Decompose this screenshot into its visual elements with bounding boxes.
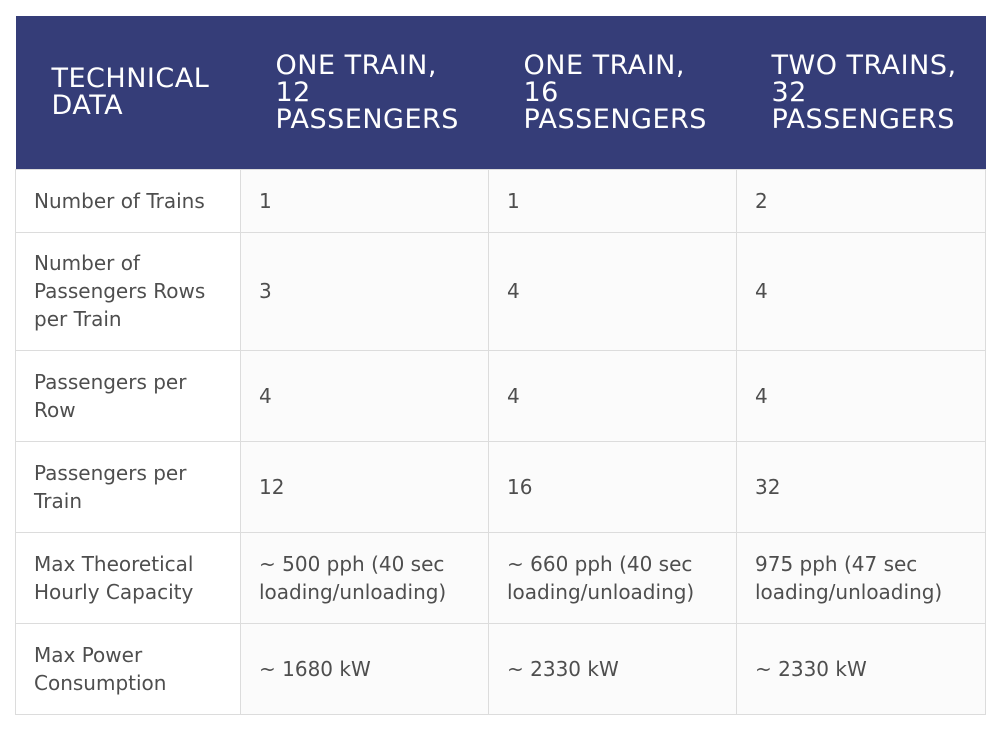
table-row: Number of Passengers Rows per Train 3 4 … (15, 231, 986, 351)
table-cell: 4 (736, 349, 986, 442)
row-label: Number of Trains (15, 168, 241, 233)
table-cell: ~ 2330 kW (736, 622, 986, 715)
header-technical-data: TECHNICAL DATA (15, 16, 241, 169)
table-cell: 1 (488, 168, 737, 233)
row-label: Max Theoretical Hourly Capacity (15, 531, 241, 624)
table-cell: ~ 660 pph (40 sec loading/unloading) (488, 531, 737, 624)
table-cell: ~ 1680 kW (240, 622, 489, 715)
row-label: Passengers per Train (15, 440, 241, 533)
table-cell: 4 (736, 231, 986, 351)
row-label: Passengers per Row (15, 349, 241, 442)
table-cell: 4 (488, 349, 737, 442)
header-two-trains-32: TWO TRAINS, 32 PASSENGERS (736, 16, 986, 169)
table-body: Number of Trains 1 1 2 Number of Passeng… (15, 168, 986, 715)
table-row: Max Power Consumption ~ 1680 kW ~ 2330 k… (15, 622, 986, 715)
table-cell: 975 pph (47 sec loading/unloading) (736, 531, 986, 624)
row-label: Number of Passengers Rows per Train (15, 231, 241, 351)
table-cell: 4 (240, 349, 489, 442)
table-cell: 1 (240, 168, 489, 233)
table-cell: 32 (736, 440, 986, 533)
table-cell: 12 (240, 440, 489, 533)
table-header: TECHNICAL DATA ONE TRAIN, 12 PASSENGERS … (15, 16, 986, 169)
technical-data-table-container: TECHNICAL DATA ONE TRAIN, 12 PASSENGERS … (15, 16, 986, 715)
table-row: Passengers per Train 12 16 32 (15, 440, 986, 533)
table-cell: 16 (488, 440, 737, 533)
table-cell: 4 (488, 231, 737, 351)
table-cell: ~ 2330 kW (488, 622, 737, 715)
technical-data-table: TECHNICAL DATA ONE TRAIN, 12 PASSENGERS … (15, 16, 986, 715)
row-label: Max Power Consumption (15, 622, 241, 715)
table-cell: 2 (736, 168, 986, 233)
header-one-train-16: ONE TRAIN, 16 PASSENGERS (488, 16, 737, 169)
header-row: TECHNICAL DATA ONE TRAIN, 12 PASSENGERS … (15, 16, 986, 169)
table-row: Passengers per Row 4 4 4 (15, 349, 986, 442)
table-cell: 3 (240, 231, 489, 351)
table-row: Number of Trains 1 1 2 (15, 168, 986, 233)
header-one-train-12: ONE TRAIN, 12 PASSENGERS (240, 16, 489, 169)
table-row: Max Theoretical Hourly Capacity ~ 500 pp… (15, 531, 986, 624)
table-cell: ~ 500 pph (40 sec loading/unloading) (240, 531, 489, 624)
